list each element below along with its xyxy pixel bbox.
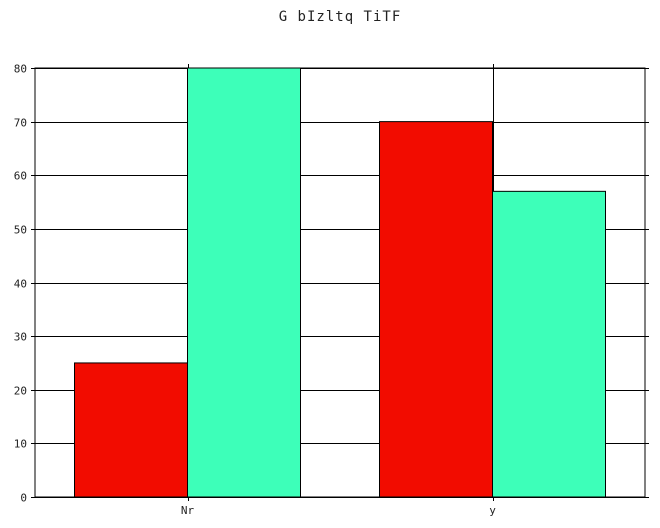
bar [74, 362, 188, 498]
y-tick-label: 0 [20, 492, 27, 505]
x-tick-label: Nr [181, 504, 195, 517]
y-tick-label: 40 [14, 278, 27, 291]
y-tick-label: 60 [14, 170, 27, 183]
x-tick-label: y [489, 504, 496, 517]
y-tick-label: 80 [14, 63, 27, 76]
y-tick-label: 20 [14, 385, 27, 398]
y-tick-label: 50 [14, 224, 27, 237]
bars [74, 67, 606, 498]
y-tick-label: 30 [14, 331, 27, 344]
bar [492, 190, 606, 498]
chart-title: G bIzltq TiTF [279, 9, 402, 25]
bar [187, 67, 301, 498]
axis-ticks: 0 10 20 30 40 50 60 70 80 Nr y [14, 63, 649, 517]
y-tick-label: 10 [14, 438, 27, 451]
bar [379, 121, 493, 498]
y-tick-label: 70 [14, 117, 27, 130]
plot-frame [34, 67, 646, 498]
